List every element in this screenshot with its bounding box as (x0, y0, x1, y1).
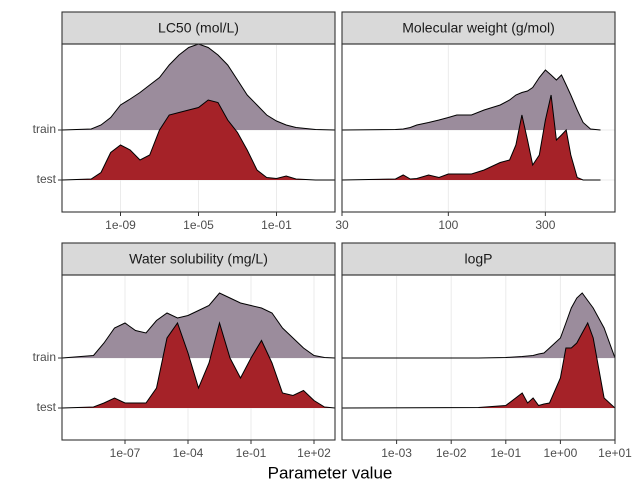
x-tick-label: 1e-01 (261, 218, 292, 232)
facet-title: logP (464, 251, 492, 267)
x-tick-label: 100 (438, 218, 458, 232)
ridge-fill (342, 95, 601, 180)
ridge-fill (62, 293, 335, 358)
facet-title: Molecular weight (g/mol) (402, 20, 555, 36)
facet-title: Water solubility (mg/L) (129, 251, 268, 267)
ridge-line (342, 292, 615, 359)
ridge-line (62, 44, 335, 131)
facet-strip (341, 242, 616, 276)
y-tick-label: test (37, 400, 57, 414)
x-tick-label: 1e-03 (381, 446, 412, 460)
ridge-fill (62, 44, 335, 130)
x-tick-label: 1e-09 (105, 218, 136, 232)
panel-border (61, 274, 336, 441)
x-tick-label: 1e-05 (183, 218, 214, 232)
ridges (62, 292, 335, 409)
x-tick-label: 1e+01 (598, 446, 632, 460)
y-tick-label: train (33, 350, 56, 364)
x-tick-label: 1e-07 (110, 446, 141, 460)
ridge-line (62, 99, 335, 181)
ridge-fill (342, 70, 601, 130)
ridges (62, 44, 335, 181)
x-tick-label: 300 (535, 218, 555, 232)
x-tick-label: 1e-02 (436, 446, 467, 460)
ridge-line (342, 94, 601, 181)
x-tick-label: 1e+00 (544, 446, 578, 460)
ridge-line (342, 69, 601, 131)
ridges (342, 69, 601, 181)
ridge-line (62, 321, 335, 409)
ridge-line (62, 292, 335, 359)
ridge-fill (62, 100, 335, 180)
x-axis-title: Parameter value (268, 463, 393, 482)
ridge-fill (342, 323, 615, 408)
facet-strip (61, 242, 336, 276)
y-tick-label: test (37, 172, 57, 186)
ridge-line (342, 321, 615, 409)
x-tick-label: 30 (335, 218, 349, 232)
facet-title: LC50 (mol/L) (158, 20, 239, 36)
ridge-fill (62, 323, 335, 408)
x-tick-label: 1e-01 (236, 446, 267, 460)
x-tick-label: 1e-01 (490, 446, 521, 460)
x-tick-label: 1e-04 (173, 446, 204, 460)
ridges (342, 292, 615, 409)
facet-strip (61, 11, 336, 45)
y-tick-label: train (33, 122, 56, 136)
panel-border (61, 43, 336, 213)
panel-border (341, 274, 616, 441)
x-tick-label: 1e+02 (297, 446, 331, 460)
panel-border (341, 43, 616, 213)
